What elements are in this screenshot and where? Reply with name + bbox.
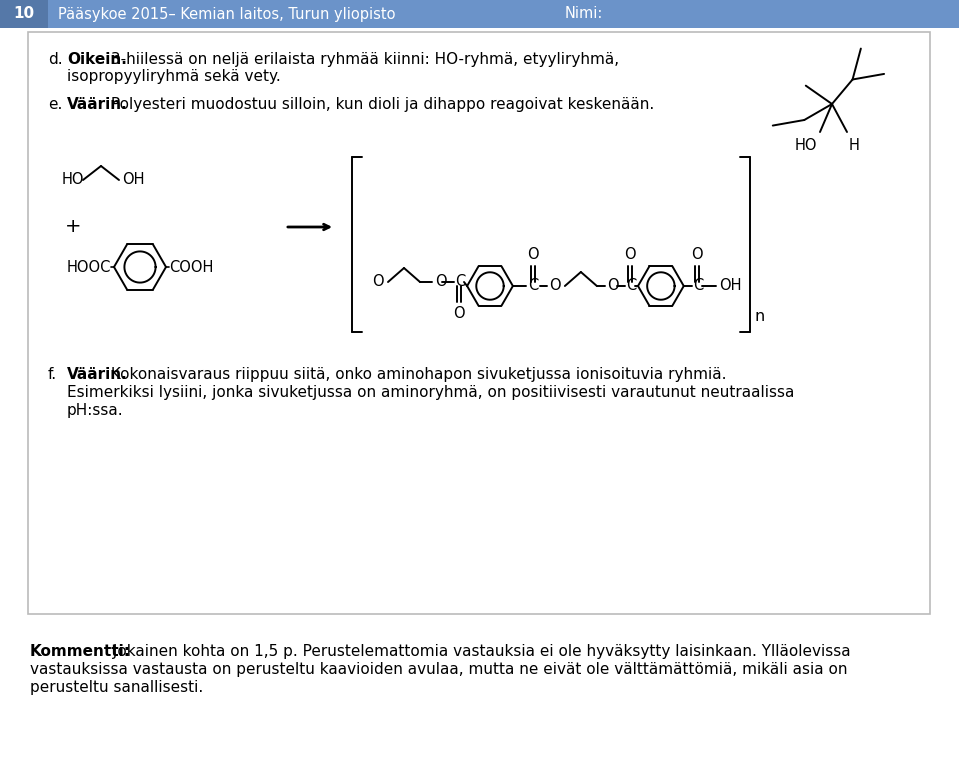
Text: Väärin.: Väärin. — [67, 97, 128, 112]
Text: O: O — [454, 306, 465, 321]
Text: COOH: COOH — [169, 260, 213, 274]
Text: f.: f. — [48, 367, 58, 382]
Text: perusteltu sanallisesti.: perusteltu sanallisesti. — [30, 680, 203, 695]
Text: d.: d. — [48, 52, 62, 67]
Text: C: C — [692, 278, 703, 293]
Text: O: O — [624, 247, 636, 262]
Bar — [28, 32, 930, 614]
Text: pH:ssa.: pH:ssa. — [67, 403, 124, 418]
Text: isopropyyliryhmä sekä vety.: isopropyyliryhmä sekä vety. — [67, 69, 281, 84]
Text: +: + — [65, 217, 82, 236]
Text: O: O — [607, 278, 619, 293]
Text: Polyesteri muodostuu silloin, kun dioli ja dihappo reagoivat keskenään.: Polyesteri muodostuu silloin, kun dioli … — [106, 97, 654, 112]
Text: O: O — [549, 278, 560, 293]
Text: HO: HO — [62, 172, 84, 187]
Text: O: O — [527, 247, 539, 262]
Text: O: O — [435, 274, 447, 290]
Text: vastauksissa vastausta on perusteltu kaavioiden avulaa, mutta ne eivät ole vältt: vastauksissa vastausta on perusteltu kaa… — [30, 662, 848, 677]
Text: OH: OH — [718, 278, 741, 293]
Bar — [0, 0, 48, 28]
Text: HOOC: HOOC — [66, 260, 111, 274]
Text: O: O — [372, 274, 384, 290]
Text: Kokonaisvaraus riippuu siitä, onko aminohapon sivuketjussa ionisoituvia ryhmiä.: Kokonaisvaraus riippuu siitä, onko amino… — [106, 367, 727, 382]
Text: Nimi:: Nimi: — [565, 7, 603, 21]
Text: Pääsykoe 2015– Kemian laitos, Turun yliopisto: Pääsykoe 2015– Kemian laitos, Turun ylio… — [58, 7, 395, 21]
Text: Jokainen kohta on 1,5 p. Perustelemattomia vastauksia ei ole hyväksytty laisinka: Jokainen kohta on 1,5 p. Perustelemattom… — [108, 644, 851, 659]
Text: H: H — [849, 138, 860, 153]
Text: n: n — [755, 309, 765, 324]
Text: Oikein.: Oikein. — [67, 52, 127, 67]
Text: 3-hiilessä on neljä erilaista ryhmää kiinni: HO-ryhmä, etyyliryhmä,: 3-hiilessä on neljä erilaista ryhmää kii… — [106, 52, 620, 67]
Text: C: C — [527, 278, 538, 293]
Text: OH: OH — [122, 172, 145, 187]
Text: Kommentti:: Kommentti: — [30, 644, 131, 659]
Text: C: C — [455, 274, 465, 290]
Text: HO: HO — [794, 138, 817, 153]
Text: C: C — [626, 278, 636, 293]
Text: e.: e. — [48, 97, 62, 112]
Text: Väärin.: Väärin. — [67, 367, 128, 382]
Text: 10: 10 — [13, 7, 35, 21]
Text: O: O — [690, 247, 703, 262]
Bar — [0, 0, 959, 28]
Text: Esimerkiksi lysiini, jonka sivuketjussa on aminoryhmä, on positiivisesti varautu: Esimerkiksi lysiini, jonka sivuketjussa … — [67, 385, 794, 400]
